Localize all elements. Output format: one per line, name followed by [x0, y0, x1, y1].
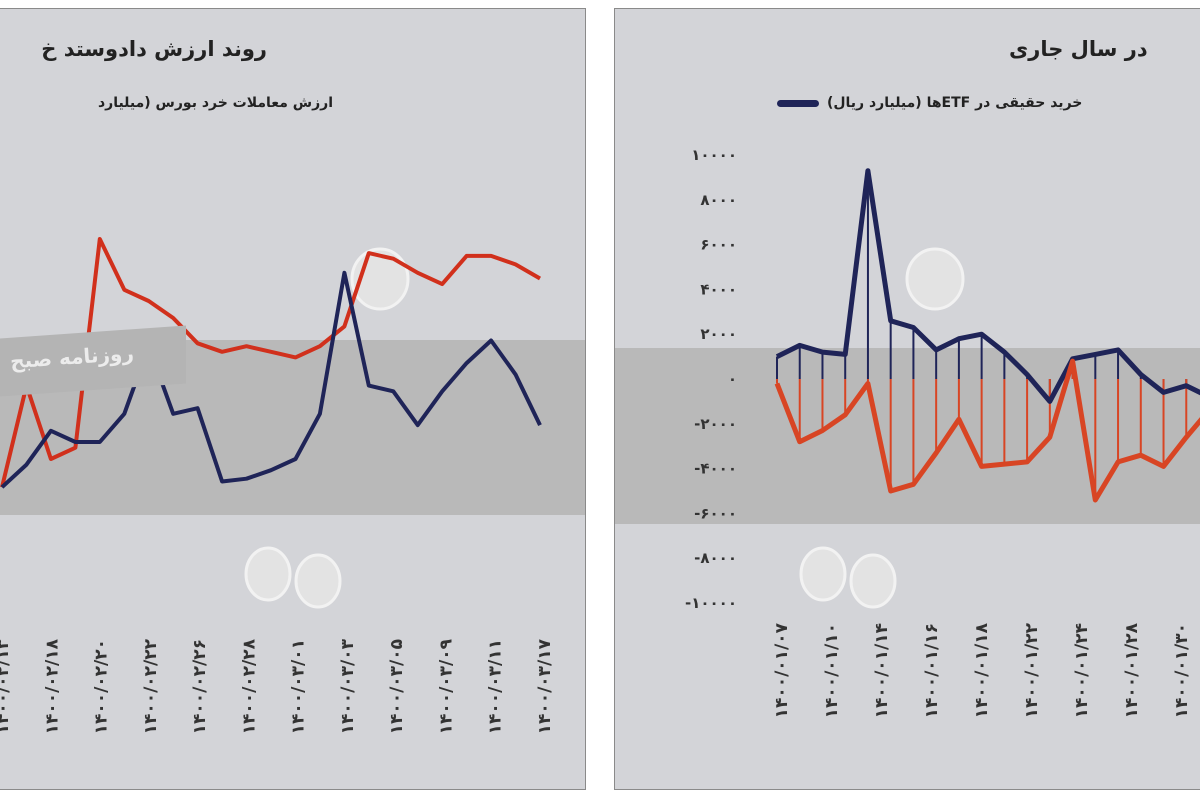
left-x-tick-label: ۱۴۰۰/۰۲/۲۲	[141, 638, 161, 734]
right-chart-svg: ۱۰۰۰۰ ۸۰۰۰ ۶۰۰۰ ۴۰۰۰ ۲۰۰۰ ۰ -۲۰۰۰ -۴۰۰۰ -۶۰۰۰ -۸۰…	[615, 146, 1200, 718]
right-y-tick-label: ۴۰۰۰	[700, 280, 737, 298]
right-y-tick-label: -۲۰۰۰	[694, 415, 737, 433]
right-series-line-1	[774, 358, 1200, 503]
left-x-tick-label: ۱۴۰۰/۰۲/۲۶	[190, 639, 210, 734]
left-x-tick-label: ۱۴۰۰/۰۳/۱۱	[486, 639, 506, 734]
left-series-line-1	[0, 270, 542, 489]
right-x-tick-label: ۱۴۰۰/۰۱/۱۴	[872, 623, 892, 718]
right-x-tick-label: ۱۴۰۰/۰۱/۲۴	[1072, 623, 1092, 718]
grey-band	[615, 348, 1200, 524]
right-x-tick-label: ۱۴۰۰/۰۱/۳۰	[1172, 623, 1192, 718]
right-y-tick-label: ۶۰۰۰	[700, 236, 737, 254]
right-y-tick-label: -۱۰۰۰۰	[685, 594, 737, 612]
left-x-tick-label: ۱۴۰۰/۰۳/۰۹	[436, 638, 456, 734]
left-x-tick-label: ۱۴۰۰/۰۲/۱۸	[42, 638, 62, 734]
left-chart-svg: ۱۴۰۰/۰۲/۱۳ ۱۴۰۰/۰۲/۱۸ ۱۴۰۰/۰۲/۲۰ ۱۴۰۰/۰۲/۲۲…	[0, 237, 585, 734]
right-y-tick-label: -۶۰۰۰	[694, 504, 737, 522]
right-y-tick-label: ۲۰۰۰	[700, 325, 737, 343]
left-x-tick-label: ۱۴۰۰/۰۳/۰۳	[338, 638, 358, 734]
right-legend-swatch	[777, 99, 819, 107]
right-chart-legend: خرید حقیقی در ETFها (میلیارد ریال)	[777, 95, 1082, 111]
right-x-tick-label: ۱۴۰۰/۰۱/۱۶	[922, 623, 942, 718]
right-series-line-0	[775, 168, 1200, 404]
right-chart-title: در سال جاری	[1009, 37, 1148, 61]
right-chart-panel: ۱۰۰۰۰ ۸۰۰۰ ۶۰۰۰ ۴۰۰۰ ۲۰۰۰ ۰ -۲۰۰۰ -۴۰۰۰ -۶۰۰۰ -۸۰…	[614, 8, 1200, 790]
right-x-tick-label: ۱۴۰۰/۰۱/۱۰	[822, 623, 842, 718]
right-y-tick-label: -۸۰۰۰	[694, 549, 737, 567]
left-x-tick-label: ۱۴۰۰/۰۳/۰۱	[289, 639, 309, 734]
left-chart-legend: ارزش معاملات خرد بورس (میلیارد	[98, 95, 333, 111]
left-x-tick-label: ۱۴۰۰/۰۲/۲۰	[92, 639, 112, 734]
left-legend-label: ارزش معاملات خرد بورس (میلیارد	[97, 95, 333, 111]
right-x-tick-label: ۱۴۰۰/۰۱/۲۲	[1022, 622, 1042, 718]
watermark-dot	[905, 247, 965, 311]
right-legend-label: خرید حقیقی در ETFها (میلیارد ریال)	[827, 95, 1083, 111]
left-x-tick-label: ۱۴۰۰/۰۳/۰۵	[387, 639, 407, 734]
left-chart-title: روند ارزش دادوستد خ	[41, 37, 267, 61]
right-y-tick-label: ۱۰۰۰۰	[691, 146, 737, 164]
watermark-dot	[849, 553, 897, 609]
watermark-dot	[799, 546, 847, 602]
left-x-tick-label: ۱۴۰۰/۰۲/۲۸	[239, 638, 259, 734]
right-x-tick-label: ۱۴۰۰/۰۱/۰۷	[772, 622, 792, 718]
watermark-dot	[294, 553, 342, 609]
watermark-dot	[244, 546, 292, 602]
right-x-tick-label: ۱۴۰۰/۰۱/۱۸	[972, 622, 992, 718]
right-y-tick-label: ۰	[728, 370, 737, 388]
left-x-tick-label: ۱۴۰۰/۰۲/۱۳	[0, 638, 13, 734]
left-series-line-0	[0, 237, 541, 488]
left-x-tick-label: ۱۴۰۰/۰۳/۱۷	[535, 638, 555, 734]
right-y-tick-label: -۴۰۰۰	[694, 460, 737, 478]
left-chart-panel: ۱۴۰۰/۰۲/۱۳ ۱۴۰۰/۰۲/۱۸ ۱۴۰۰/۰۲/۲۰ ۱۴۰۰/۰۲/۲۲…	[0, 8, 586, 790]
right-x-tick-label: ۱۴۰۰/۰۱/۲۸	[1122, 622, 1142, 718]
right-y-tick-label: ۸۰۰۰	[700, 191, 737, 209]
